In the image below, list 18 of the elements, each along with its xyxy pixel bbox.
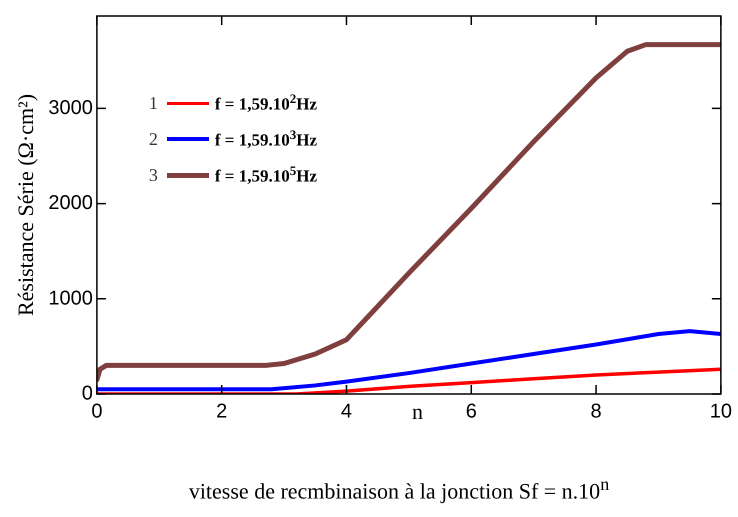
annotation: 2 xyxy=(148,128,159,150)
text: n xyxy=(412,399,423,425)
x-tick-label: 8 xyxy=(590,400,602,423)
y-axis-title: Résistance Série (Ω·cm²) xyxy=(12,94,38,316)
annotation: 1 xyxy=(148,92,159,114)
x-tick-label: 4 xyxy=(340,400,352,423)
x-tick-label: 10 xyxy=(710,400,732,423)
x-tick-label: 6 xyxy=(466,400,477,423)
y-tick-label: 2000 xyxy=(48,192,93,214)
y-tick-label: 1000 xyxy=(48,287,93,310)
x-axis-title: vitesse de recmbinaison à la jonction Sf = n.10$^{n}$ xyxy=(188,474,610,504)
legend-label: f = 1,59.10$^{3}$Hz xyxy=(214,127,318,151)
y-tick-label: 0 xyxy=(82,382,93,405)
annotation: 3 xyxy=(148,164,159,186)
legend-label: f = 1,59.10$^{2}$Hz xyxy=(214,91,318,115)
y-tick-label: 3000 xyxy=(48,96,93,119)
legend-label: f = 1,59.10$^{5}$Hz xyxy=(214,163,318,187)
x-tick-label: 2 xyxy=(216,400,228,423)
